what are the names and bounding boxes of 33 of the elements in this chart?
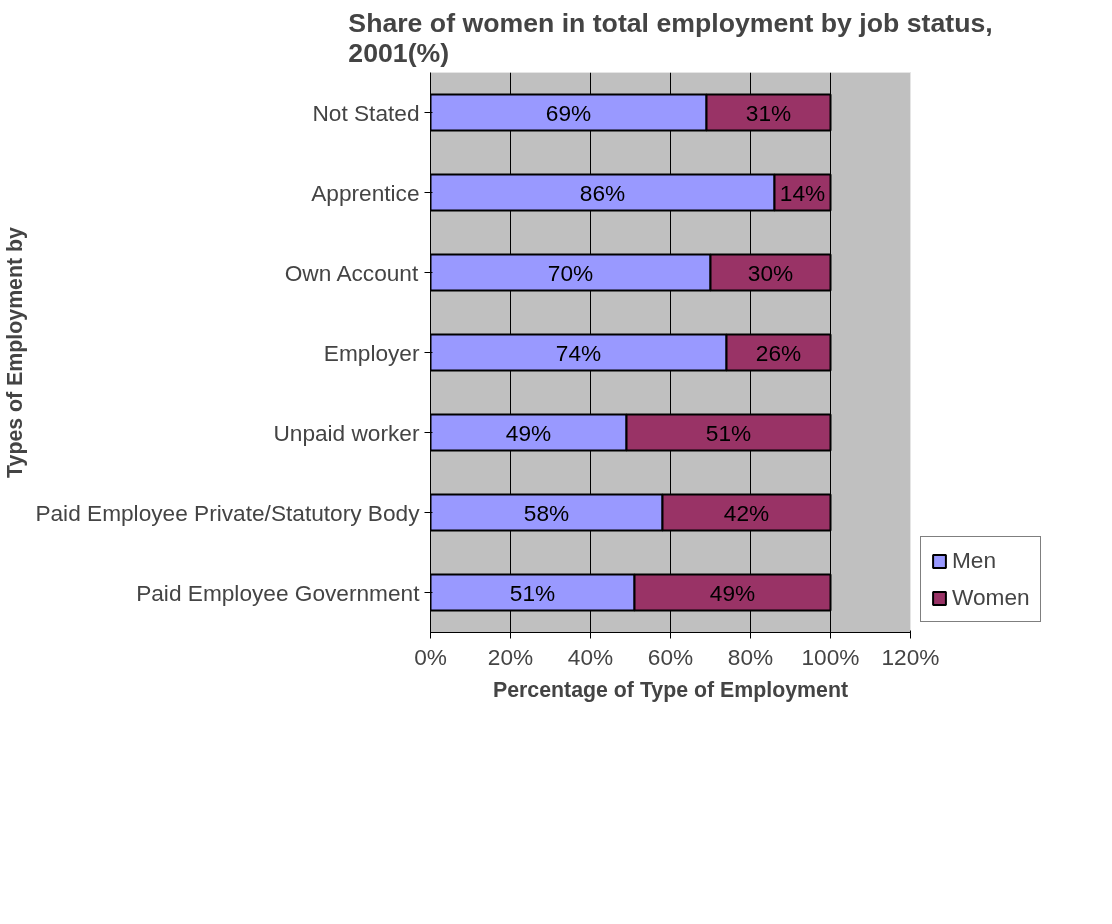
data-label: 51% xyxy=(705,419,752,446)
legend-label: Men xyxy=(952,547,997,574)
data-label: 49% xyxy=(505,419,552,446)
x-tick-label: 120% xyxy=(881,643,940,670)
x-tick-label: 20% xyxy=(487,643,534,670)
data-label: 58% xyxy=(523,499,570,526)
y-axis-title: Types of Employment by xyxy=(3,226,28,478)
chart-title: Share of women in total employment by job status, 2001(%) xyxy=(348,7,993,68)
data-label: 69% xyxy=(545,99,592,126)
data-label: 51% xyxy=(509,579,556,606)
legend-label: Women xyxy=(952,584,1030,611)
x-tick-label: 40% xyxy=(567,643,614,670)
data-label: 31% xyxy=(745,99,792,126)
y-tick-label: Employer xyxy=(323,339,420,366)
data-label: 30% xyxy=(747,259,794,286)
data-label: 86% xyxy=(579,179,626,206)
y-tick-label: Not Stated xyxy=(312,99,420,126)
data-label: 14% xyxy=(779,179,826,206)
y-tick-label: Apprentice xyxy=(311,179,420,206)
x-tick-label: 60% xyxy=(647,643,694,670)
x-axis-title: Percentage of Type of Employment xyxy=(492,677,849,702)
y-tick-label: Paid Employee Government xyxy=(136,579,421,606)
data-label: 70% xyxy=(547,259,594,286)
y-tick-label: Paid Employee Private/Statutory Body xyxy=(35,499,421,526)
data-label: 49% xyxy=(709,579,756,606)
y-tick-label: Own Account xyxy=(284,259,419,286)
data-label: 42% xyxy=(723,499,770,526)
x-tick-label: 100% xyxy=(801,643,860,670)
y-tick-label: Unpaid worker xyxy=(273,419,420,446)
x-tick-label: 80% xyxy=(727,643,774,670)
data-label: 74% xyxy=(555,339,602,366)
x-tick-label: 0% xyxy=(414,643,447,670)
data-label: 26% xyxy=(755,339,802,366)
